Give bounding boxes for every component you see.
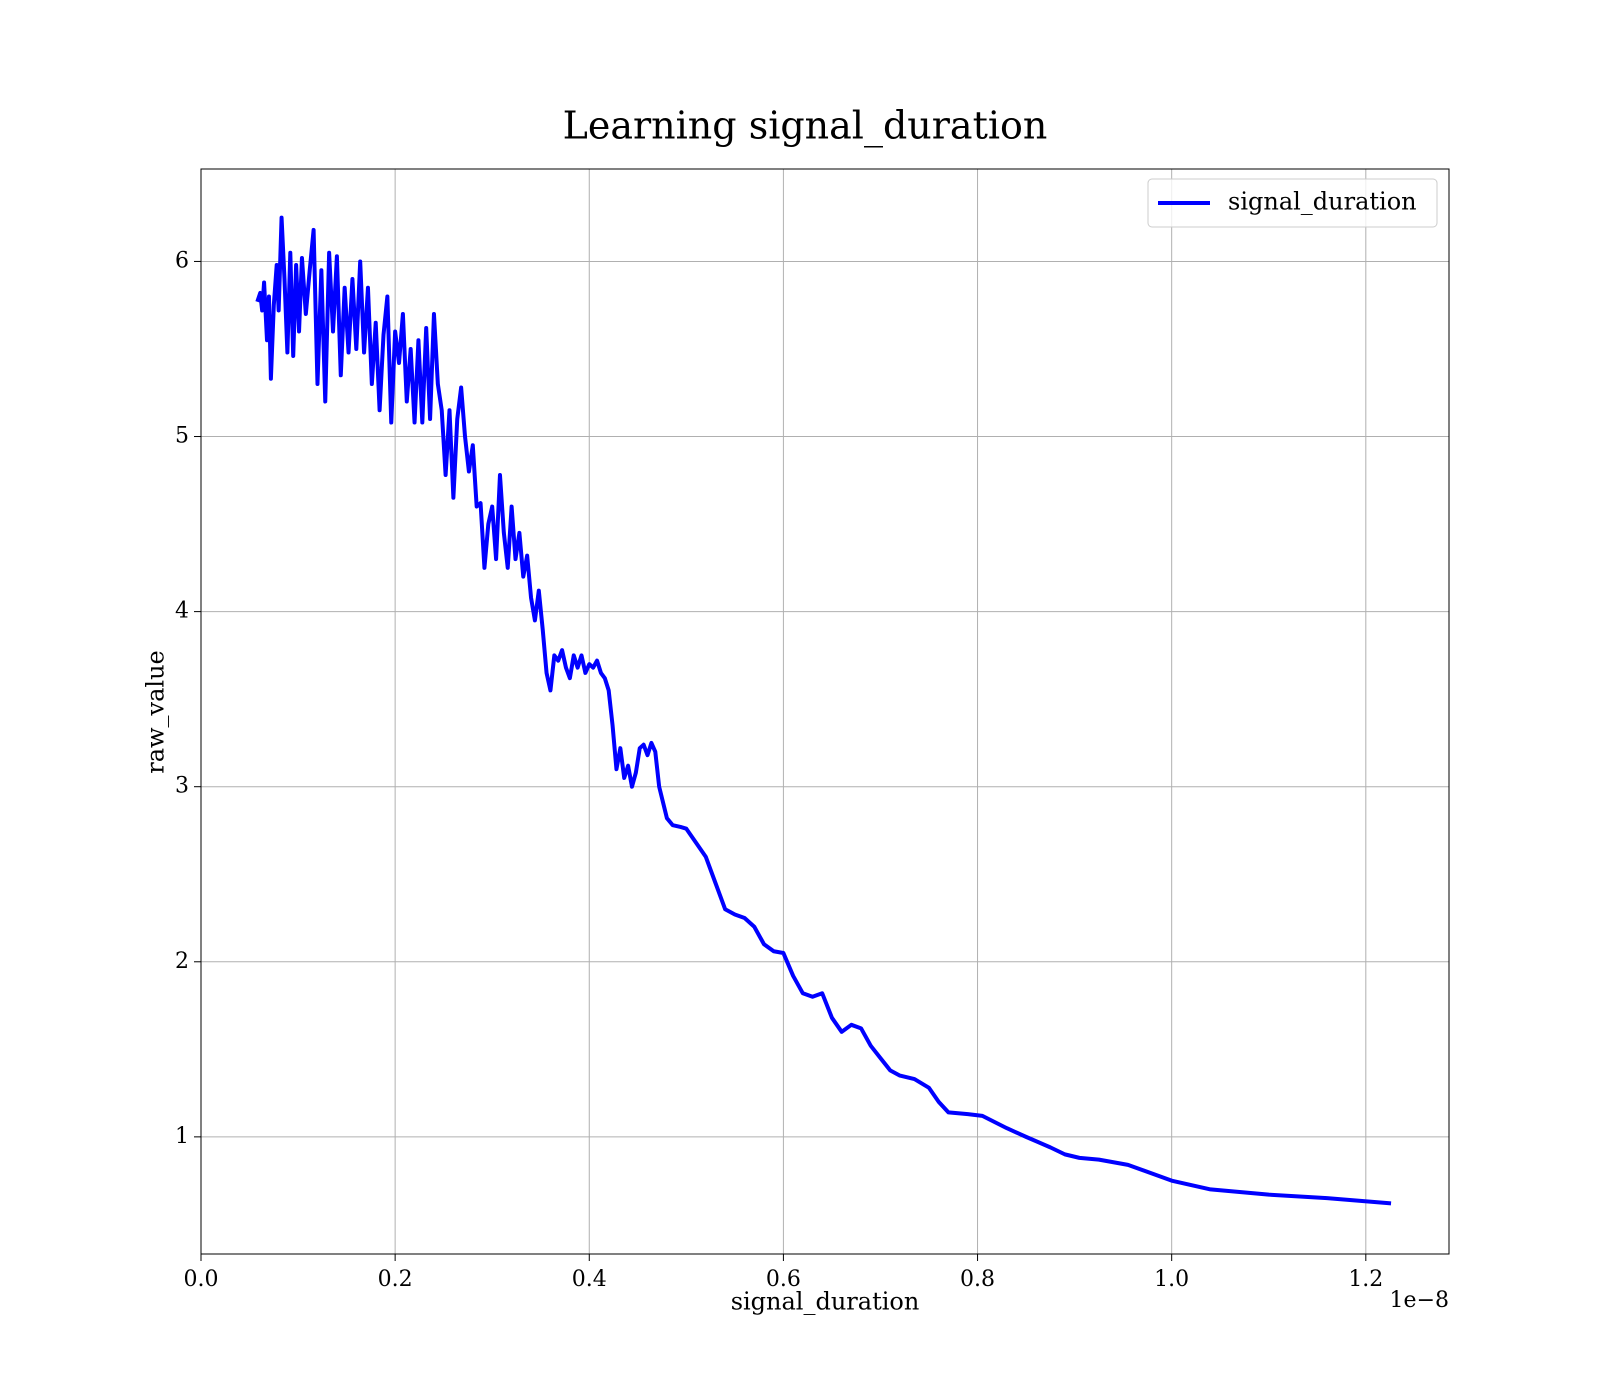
y-axis-label: raw_value (142, 650, 170, 774)
x-tick-label: 0.0 (184, 1267, 219, 1292)
y-tick-label: 4 (175, 599, 189, 624)
x-tick-label: 0.6 (766, 1267, 801, 1292)
chart-title: Learning signal_duration (563, 104, 1048, 149)
y-tick-label: 2 (175, 949, 189, 974)
x-tick-label: 1.0 (1154, 1267, 1189, 1292)
legend-box (1147, 178, 1438, 228)
x-tick-label: 0.2 (378, 1267, 413, 1292)
x-offset-label: 1e−8 (1390, 1288, 1449, 1313)
y-tick-label: 5 (175, 424, 189, 449)
x-axis-label: signal_duration (731, 1288, 920, 1316)
x-tick-label: 1.2 (1348, 1267, 1383, 1292)
data-line (255, 215, 1392, 1206)
y-tick-label: 6 (175, 248, 189, 273)
plot-frame (200, 168, 1450, 1255)
x-tick-label: 0.4 (572, 1267, 607, 1292)
y-tick-label: 1 (175, 1124, 189, 1149)
x-tick-label: 0.8 (960, 1267, 995, 1292)
legend-label: signal_duration (1228, 188, 1417, 216)
y-tick-label: 3 (175, 774, 189, 799)
